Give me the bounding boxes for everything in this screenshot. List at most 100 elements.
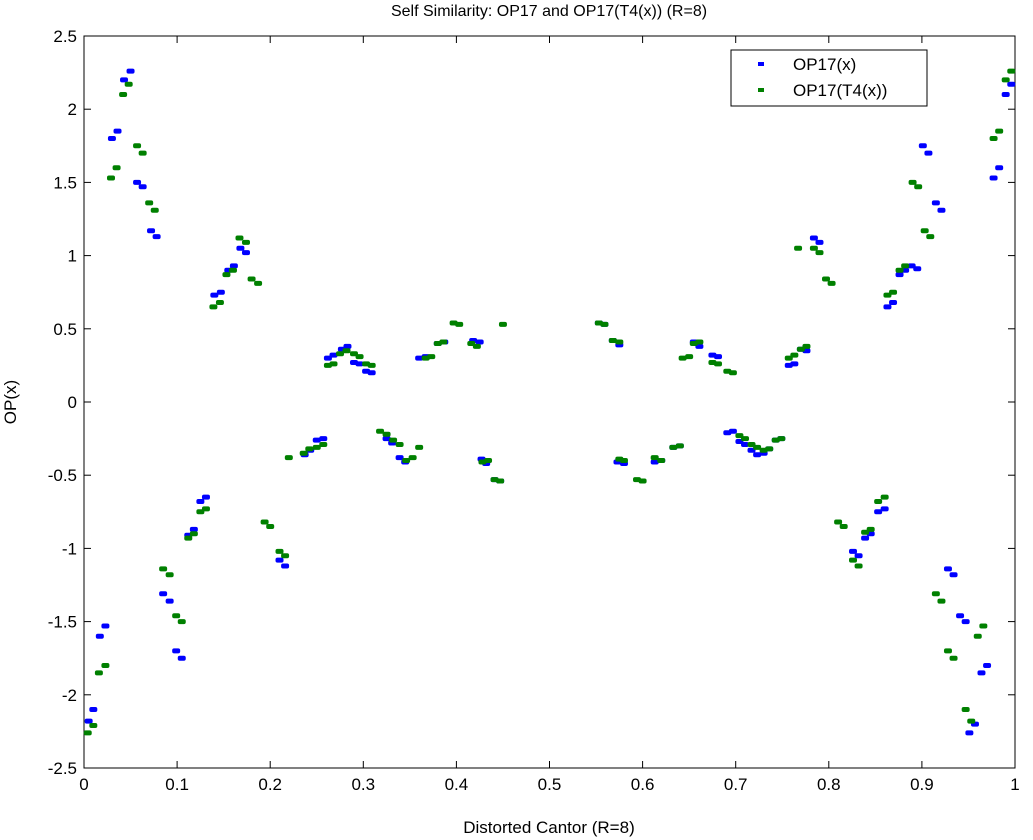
data-point (455, 321, 464, 327)
data-point (355, 361, 364, 367)
data-point (196, 499, 205, 505)
data-point (112, 165, 121, 171)
data-point (201, 494, 210, 500)
data-point (895, 272, 904, 278)
legend-box (730, 49, 928, 107)
data-point (305, 446, 314, 452)
data-point (608, 338, 617, 344)
data-point (177, 655, 186, 661)
x-tick-label: 0.6 (631, 775, 655, 794)
data-point (216, 289, 225, 295)
data-point (472, 343, 481, 349)
data-point (106, 175, 115, 181)
data-point (790, 361, 799, 367)
data-point (714, 361, 723, 367)
data-point (854, 553, 863, 559)
data-point (210, 292, 219, 298)
data-point (883, 304, 892, 310)
data-point (281, 563, 290, 569)
x-tick-label: 1 (1010, 775, 1019, 794)
data-point (849, 557, 858, 563)
y-axis-label: OP(x) (1, 380, 20, 424)
data-point (159, 591, 168, 597)
x-tick-label: 0 (79, 775, 88, 794)
data-point (638, 478, 647, 484)
data-point (815, 250, 824, 256)
plot-area (83, 35, 1016, 769)
data-point (209, 304, 218, 310)
data-point (382, 431, 391, 437)
data-point (937, 598, 946, 604)
data-point (138, 184, 147, 190)
data-point (695, 339, 704, 345)
data-point (235, 235, 244, 241)
data-point (931, 200, 940, 206)
axis-ticks (83, 35, 1016, 769)
data-point (866, 526, 875, 532)
data-point (402, 458, 411, 464)
data-point (201, 506, 210, 512)
y-tick-label: 1 (68, 247, 77, 266)
data-point (427, 354, 436, 360)
data-point (215, 299, 224, 305)
data-point (1001, 77, 1010, 83)
data-point (83, 730, 92, 736)
data-point (312, 444, 321, 450)
data-point (319, 441, 328, 447)
data-point (107, 135, 116, 141)
x-tick-label: 0.5 (538, 775, 562, 794)
data-point (138, 150, 147, 156)
data-point (159, 566, 168, 572)
data-point (849, 548, 858, 554)
data-point (861, 535, 870, 541)
y-tick-label: 2.5 (53, 27, 77, 46)
data-point (615, 339, 624, 345)
data-point (983, 663, 992, 669)
data-point (790, 352, 799, 358)
data-point (943, 566, 952, 572)
data-point (229, 263, 238, 269)
legend-label-op17: OP17(x) (793, 55, 856, 74)
data-point (989, 175, 998, 181)
data-point (336, 351, 345, 357)
data-point (937, 207, 946, 213)
data-point (260, 519, 269, 525)
data-point (995, 128, 1004, 134)
data-point (133, 179, 142, 185)
data-point (908, 179, 917, 185)
x-tick-label: 0.3 (351, 775, 375, 794)
data-point (275, 548, 284, 554)
data-point (165, 572, 174, 578)
x-tick-label: 0.2 (258, 775, 282, 794)
data-point (120, 77, 129, 83)
data-point (94, 670, 103, 676)
y-tick-label: 0 (68, 393, 77, 412)
data-point (329, 352, 338, 358)
data-point (965, 730, 974, 736)
data-point (1007, 81, 1016, 87)
data-point (415, 355, 424, 361)
data-point (395, 441, 404, 447)
data-point (914, 184, 923, 190)
data-point (827, 280, 836, 286)
data-point (967, 718, 976, 724)
data-point (189, 526, 198, 532)
data-point (299, 450, 308, 456)
data-point (475, 339, 484, 345)
y-tick-label: -2.5 (48, 759, 77, 778)
data-point (918, 143, 927, 149)
data-point (794, 245, 803, 251)
data-point (95, 633, 104, 639)
data-point (901, 263, 910, 269)
data-point (236, 245, 245, 251)
y-tick-label: -1 (62, 539, 77, 558)
y-tick-label: -0.5 (48, 466, 77, 485)
legend-label-op17-t4: OP17(T4(x)) (793, 81, 887, 100)
data-point (943, 648, 952, 654)
data-point (343, 343, 352, 349)
y-tick-label: 0.5 (53, 320, 77, 339)
data-point (961, 706, 970, 712)
data-point (619, 458, 628, 464)
data-point (342, 348, 351, 354)
